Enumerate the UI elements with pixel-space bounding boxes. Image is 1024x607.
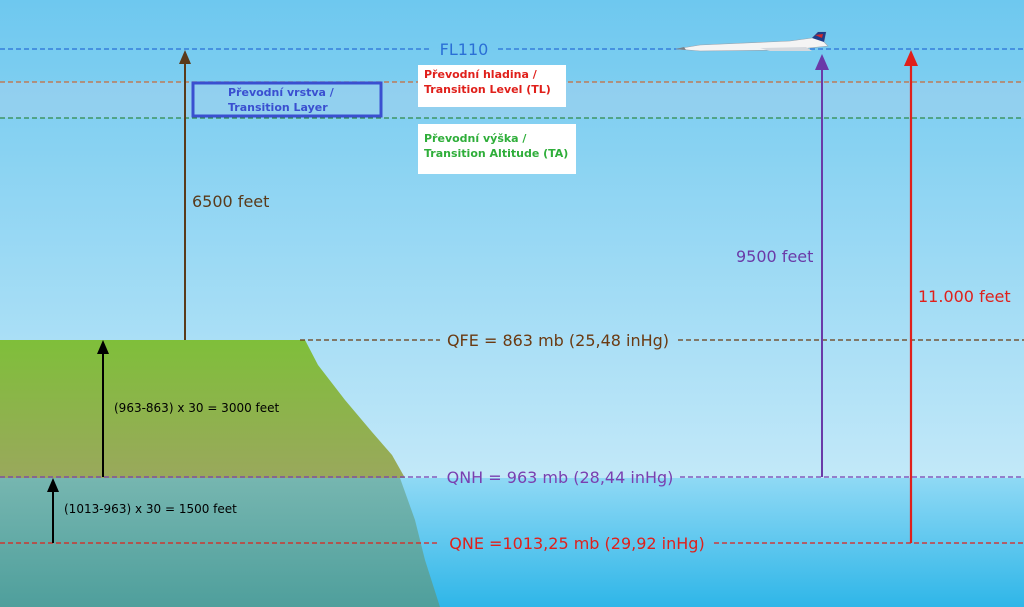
transition-level-box: Převodní hladina / Transition Level (TL) [418,65,566,107]
aircraft-icon [675,31,829,52]
arrow-6500-head [179,50,191,64]
arrow-3000-head [97,340,109,354]
arrow-11000-head [904,50,918,66]
transition-altitude-line1: Převodní výška / [424,132,527,145]
transition-altitude-box: Převodní výška / Transition Altitude (TA… [418,124,576,174]
transition-altitude-line2: Transition Altitude (TA) [424,147,569,160]
hill [0,340,405,478]
qfe-label: QFE = 863 mb (25,48 inHg) [447,331,669,350]
fl110-label: FL110 [440,40,489,59]
transition-layer-line2: Transition Layer [228,101,328,114]
arrow-11000-label: 11.000 feet [918,287,1011,306]
transition-layer-line1: Převodní vrstva / [228,86,335,99]
arrow-9500-label: 9500 feet [736,247,813,266]
qnh-label: QNH = 963 mb (28,44 inHg) [447,468,674,487]
arrow-1500-head [47,478,59,492]
arrow-6500-label: 6500 feet [192,192,269,211]
transition-level-line1: Převodní hladina / [424,68,537,81]
transition-level-line2: Transition Level (TL) [424,83,551,96]
qne-label: QNE =1013,25 mb (29,92 inHg) [449,534,704,553]
arrow-3000-label: (963-863) x 30 = 3000 feet [114,401,280,415]
arrow-1500-label: (1013-963) x 30 = 1500 feet [64,502,237,516]
arrow-9500-head [815,54,829,70]
transition-layer-box [191,81,383,118]
